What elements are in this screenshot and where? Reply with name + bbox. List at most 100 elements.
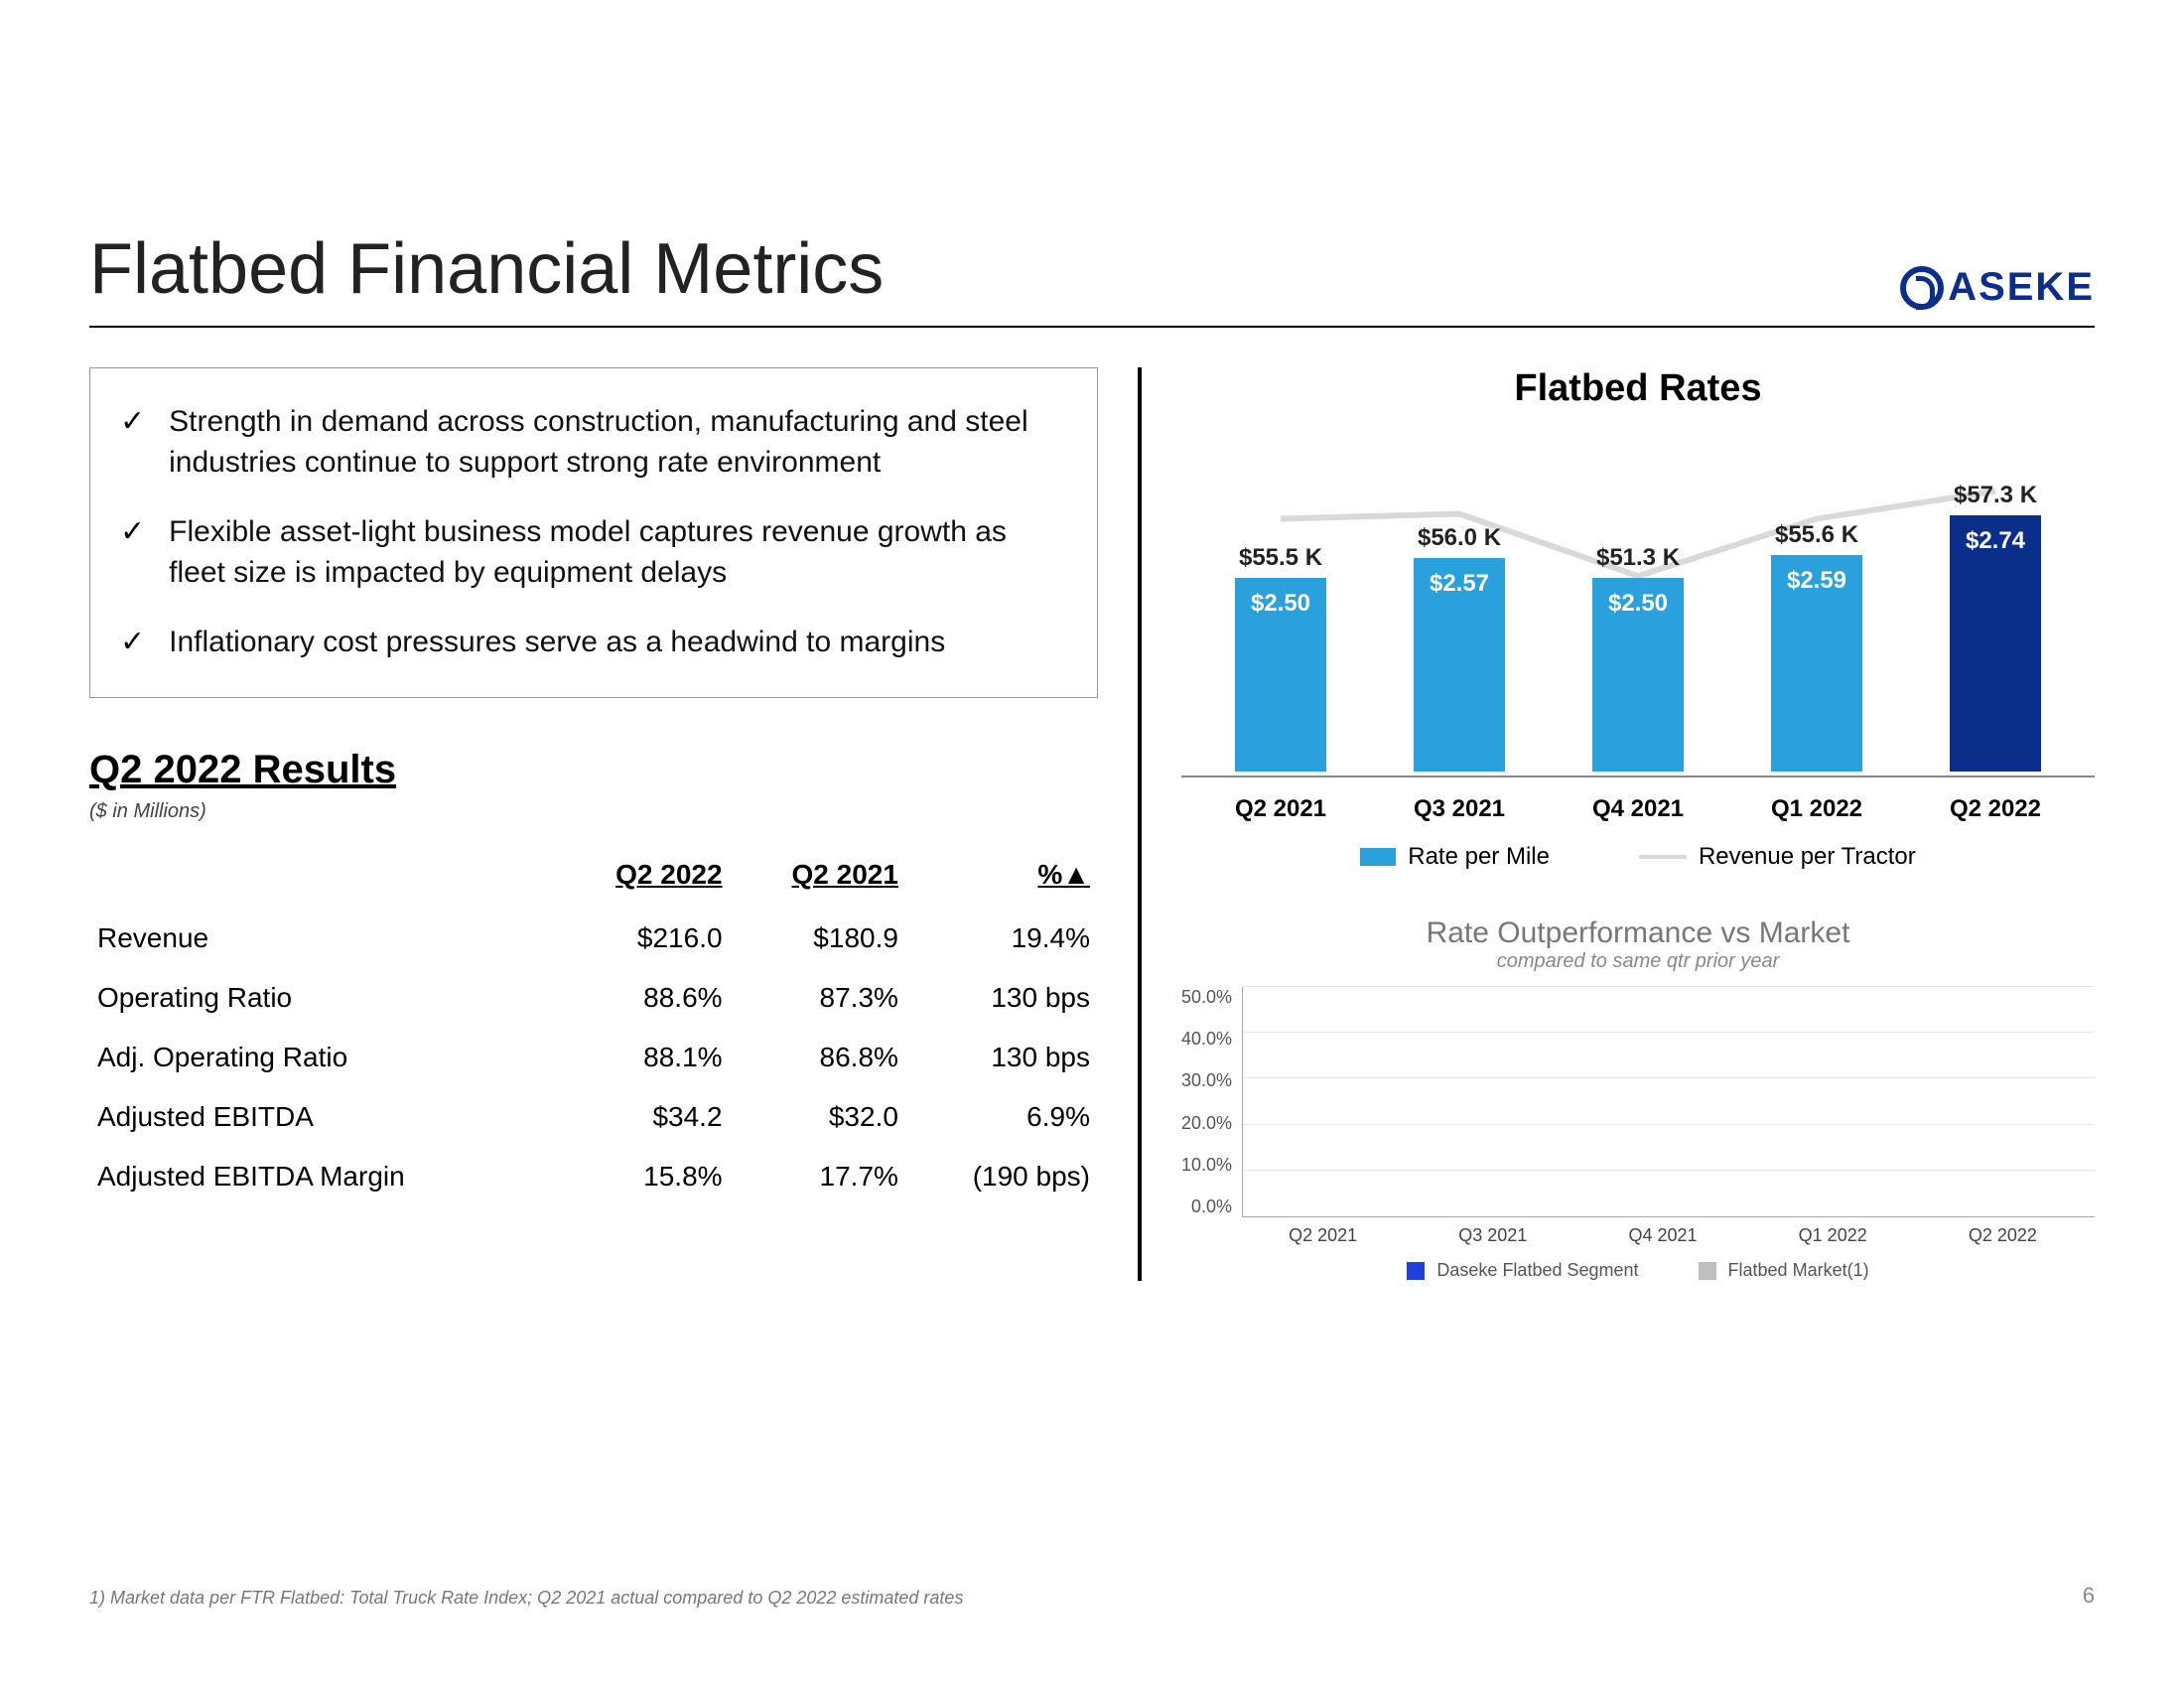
table-row: Adjusted EBITDA$34.2$32.06.9% [89,1087,1098,1147]
page-title: Flatbed Financial Metrics [89,228,884,310]
bar-value-label: $2.50 [1235,590,1326,618]
chart2-yaxis: 50.0% 40.0% 30.0% 20.0% 10.0% 0.0% [1181,987,1242,1217]
chart1-title: Flatbed Rates [1181,367,2095,410]
table-cell: Adj. Operating Ratio [89,1028,554,1087]
table-row: Revenue$216.0$180.919.4% [89,909,1098,968]
bar-top-label: $56.0 K [1418,524,1501,552]
x-axis-label: Q1 2022 [1747,795,1886,823]
table-cell: 88.1% [554,1028,730,1087]
bar-group: $51.3 K$2.50 [1569,544,1707,772]
y-axis-label: 0.0% [1181,1196,1232,1217]
bar-value-label: $2.59 [1771,567,1862,595]
highlight-item: ✓ Flexible asset-light business model cap… [120,512,1067,593]
x-axis-label: Q1 2022 [1761,1225,1905,1246]
chart2-title: Rate Outperformance vs Market [1181,916,2095,950]
table-cell: 130 bps [906,1028,1098,1087]
title-row: Flatbed Financial Metrics ASEKE [89,228,2095,328]
bar-group: $55.5 K $2.50 [1211,544,1350,772]
check-icon: ✓ [120,512,145,593]
logo-text: ASEKE [1948,265,2095,310]
table-cell: $34.2 [554,1087,730,1147]
page-number: 6 [2083,1583,2095,1609]
x-axis-label: Q2 2022 [1926,795,2065,823]
table-cell: 130 bps [906,968,1098,1028]
bar-group: $57.3 K $2.74 [1926,482,2065,772]
table-header: Q2 2022 [554,849,730,909]
chart1-legend: Rate per Mile Revenue per Tractor [1181,843,2095,871]
y-axis-label: 40.0% [1181,1029,1232,1050]
legend-label: Rate per Mile [1408,843,1550,871]
y-axis-label: 50.0% [1181,987,1232,1008]
table-cell: Revenue [89,909,554,968]
y-axis-label: 10.0% [1181,1155,1232,1176]
highlight-text: Flexible asset-light business model capt… [169,512,1067,593]
results-unit-note: ($ in Millions) [89,800,1098,823]
rate-bar: $2.50 [1235,578,1326,772]
check-icon: ✓ [120,623,145,663]
bar-value-label: $2.50 [1592,590,1684,618]
rate-bar: $2.59 [1771,555,1862,772]
table-row: Adjusted EBITDA Margin15.8%17.7%(190 bps… [89,1147,1098,1206]
legend-swatch [1639,855,1687,859]
table-cell: 88.6% [554,968,730,1028]
bar-top-label: $57.3 K [1954,482,2037,509]
y-axis-label: 30.0% [1181,1070,1232,1091]
table-row: Operating Ratio88.6%87.3%130 bps [89,968,1098,1028]
chart2-legend: Daseke Flatbed Segment Flatbed Market(1) [1181,1260,2095,1281]
legend-item: Flatbed Market(1) [1699,1260,1869,1281]
table-cell: 87.3% [731,968,906,1028]
bar-group: $55.6 K $2.59 [1747,521,1886,772]
table-cell: 15.8% [554,1147,730,1206]
highlight-text: Inflationary cost pressures serve as a h… [169,623,945,663]
x-axis-label: Q4 2021 [1590,1225,1734,1246]
table-cell: 6.9% [906,1087,1098,1147]
legend-swatch [1407,1262,1425,1280]
table-row: Adj. Operating Ratio88.1%86.8%130 bps [89,1028,1098,1087]
highlight-text: Strength in demand across construction, … [169,402,1067,483]
y-axis-label: 20.0% [1181,1113,1232,1134]
legend-item: Revenue per Tractor [1639,843,1916,871]
chart2-subtitle: compared to same qtr prior year [1181,950,2095,973]
table-header: Q2 2021 [731,849,906,909]
x-axis-label: Q2 2021 [1211,795,1350,823]
table-cell: Operating Ratio [89,968,554,1028]
table-cell: (190 bps) [906,1147,1098,1206]
table-cell: 17.7% [731,1147,906,1206]
legend-label: Revenue per Tractor [1699,843,1916,871]
flatbed-rates-chart: $55.5 K $2.50 $56.0 K $2.57 $51.3 K$2.50 $55.… [1181,430,2095,777]
x-axis-label: Q2 2022 [1931,1225,2075,1246]
bar-value-label: $2.74 [1950,527,2041,555]
rate-bar: $2.57 [1414,558,1505,772]
table-cell: Adjusted EBITDA [89,1087,554,1147]
logo-d-icon [1900,266,1944,310]
table-cell: 19.4% [906,909,1098,968]
bar-value-label: $2.57 [1414,570,1505,598]
results-table: Q2 2022Q2 2021%▲ Revenue$216.0$180.919.4… [89,849,1098,1206]
table-cell: $32.0 [731,1087,906,1147]
highlight-item: ✓ Strength in demand across construction,… [120,402,1067,483]
results-heading: Q2 2022 Results [89,748,1098,792]
table-cell: Adjusted EBITDA Margin [89,1147,554,1206]
legend-item: Rate per Mile [1360,843,1550,871]
x-axis-label: Q4 2021 [1569,795,1707,823]
highlight-item: ✓ Inflationary cost pressures serve as a … [120,623,1067,663]
x-axis-label: Q2 2021 [1251,1225,1395,1246]
rate-bar: $2.74 [1950,515,2041,772]
rate-outperformance-chart [1242,987,2095,1217]
legend-item: Daseke Flatbed Segment [1407,1260,1638,1281]
table-cell: 86.8% [731,1028,906,1087]
bar-top-label: $55.5 K [1239,544,1322,572]
legend-swatch [1699,1262,1716,1280]
table-header [89,849,554,909]
footnote: 1) Market data per FTR Flatbed: Total Tr… [89,1588,963,1609]
check-icon: ✓ [120,402,145,483]
legend-label: Flatbed Market(1) [1728,1260,1869,1281]
bar-group: $56.0 K $2.57 [1390,524,1529,772]
legend-label: Daseke Flatbed Segment [1436,1260,1638,1281]
table-cell: $216.0 [554,909,730,968]
brand-logo: ASEKE [1900,265,2095,310]
bar-top-label: $55.6 K [1775,521,1858,549]
legend-swatch [1360,848,1396,866]
table-header: %▲ [906,849,1098,909]
highlights-box: ✓ Strength in demand across construction,… [89,367,1098,698]
